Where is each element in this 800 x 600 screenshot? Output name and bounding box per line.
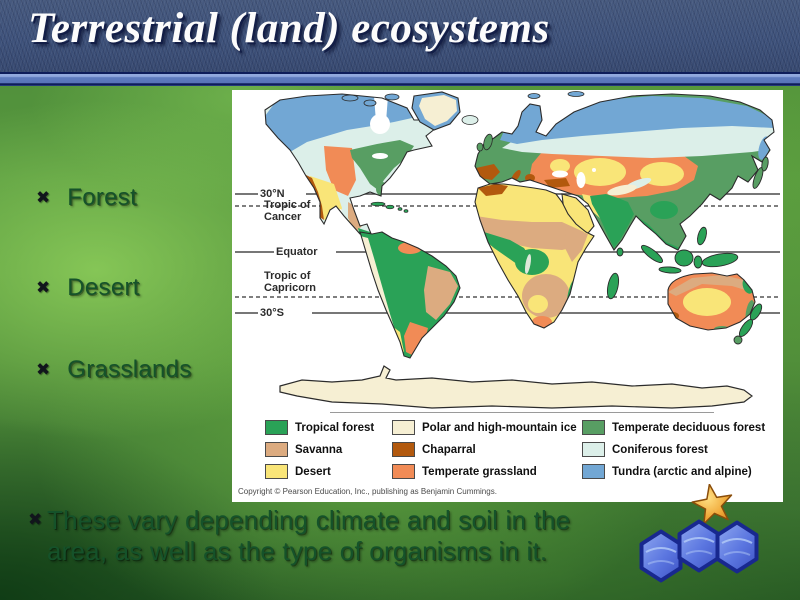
- legend-item: Tundra (arctic and alpine): [582, 464, 765, 479]
- legend-item: Savanna: [265, 442, 374, 457]
- arctic-islands: [341, 91, 585, 125]
- hexagon-icon: [639, 529, 683, 583]
- british-isles: [476, 133, 493, 152]
- legend-divider: [330, 412, 714, 413]
- hexagon-icon: [715, 520, 759, 574]
- bullet-label: Desert: [67, 274, 140, 301]
- legend-label: Temperate grassland: [422, 465, 537, 478]
- australia: [667, 272, 756, 345]
- legend-column-1: Tropical forest Savanna Desert: [265, 420, 374, 486]
- madagascar: [606, 272, 620, 300]
- title-banner: Terrestrial (land) ecosystems: [0, 0, 800, 72]
- legend-swatch: [265, 464, 288, 479]
- antarctica: [279, 365, 753, 409]
- legend-swatch: [392, 420, 415, 435]
- bottom-text-line: area, as well as the type of organisms i…: [47, 536, 548, 566]
- latitude-label-30n: 30°N: [260, 188, 285, 200]
- biome-map-panel: 30°N Tropic of Cancer Equator Tropic of …: [232, 90, 783, 502]
- islands-se-asia: [616, 156, 769, 274]
- cross-bullet-icon: ✖: [28, 510, 43, 529]
- world-biome-map: [235, 91, 780, 409]
- legend-item: Temperate grassland: [392, 464, 577, 479]
- legend-label: Chaparral: [422, 443, 476, 456]
- bullet-label: Forest: [67, 184, 138, 211]
- legend-column-3: Temperate deciduous forest Coniferous fo…: [582, 420, 765, 486]
- bullet-item-forest: ✖ Forest: [36, 184, 137, 212]
- legend-swatch: [392, 464, 415, 479]
- legend-item: Desert: [265, 464, 374, 479]
- legend-item: Temperate deciduous forest: [582, 420, 765, 435]
- legend-item: Polar and high-mountain ice: [392, 420, 577, 435]
- legend-swatch: [582, 464, 605, 479]
- cross-bullet-icon: ✖: [36, 360, 51, 379]
- slide-decoration: [639, 484, 759, 583]
- legend-label: Polar and high-mountain ice: [422, 421, 577, 434]
- legend-label: Savanna: [295, 443, 343, 456]
- latitude-label-30s: 30°S: [260, 307, 284, 319]
- bottom-bullet-paragraph: ✖ These vary depending climate and soil …: [28, 505, 570, 567]
- greenland: [411, 91, 461, 131]
- hexagon-icon: [677, 519, 721, 573]
- legend-swatch: [265, 420, 288, 435]
- latitude-label-tropic-of-capricorn: Tropic of Capricorn: [264, 270, 316, 294]
- new-zealand: [738, 303, 763, 337]
- legend-item: Coniferous forest: [582, 442, 765, 457]
- legend-label: Coniferous forest: [612, 443, 708, 456]
- slide-title: Terrestrial (land) ecosystems: [28, 5, 550, 52]
- legend-label: Desert: [295, 465, 331, 478]
- south-america: [359, 231, 461, 359]
- star-icon: [691, 484, 733, 525]
- cross-bullet-icon: ✖: [36, 188, 51, 207]
- bullet-label: Grasslands: [67, 356, 192, 383]
- bullet-item-grasslands: ✖ Grasslands: [36, 356, 192, 384]
- legend-swatch: [582, 420, 605, 435]
- bottom-text-line: These vary depending climate and soil in…: [47, 505, 571, 535]
- legend-label: Tundra (arctic and alpine): [612, 465, 752, 478]
- latitude-label-equator: Equator: [276, 246, 318, 258]
- legend-swatch: [265, 442, 288, 457]
- bullet-item-desert: ✖ Desert: [36, 274, 140, 302]
- cross-bullet-icon: ✖: [36, 278, 51, 297]
- map-copyright: Copyright © Pearson Education, Inc., pub…: [238, 487, 497, 496]
- legend-item: Tropical forest: [265, 420, 374, 435]
- legend-swatch: [582, 442, 605, 457]
- legend-label: Tropical forest: [295, 421, 375, 434]
- legend-column-2: Polar and high-mountain ice Chaparral Te…: [392, 420, 577, 486]
- legend-swatch: [392, 442, 415, 457]
- legend-item: Chaparral: [392, 442, 577, 457]
- legend-label: Temperate deciduous forest: [612, 421, 766, 434]
- latitude-label-tropic-of-cancer: Tropic of Cancer: [264, 199, 311, 223]
- title-underline-bar: [0, 72, 800, 86]
- caribbean-islands: [370, 201, 409, 213]
